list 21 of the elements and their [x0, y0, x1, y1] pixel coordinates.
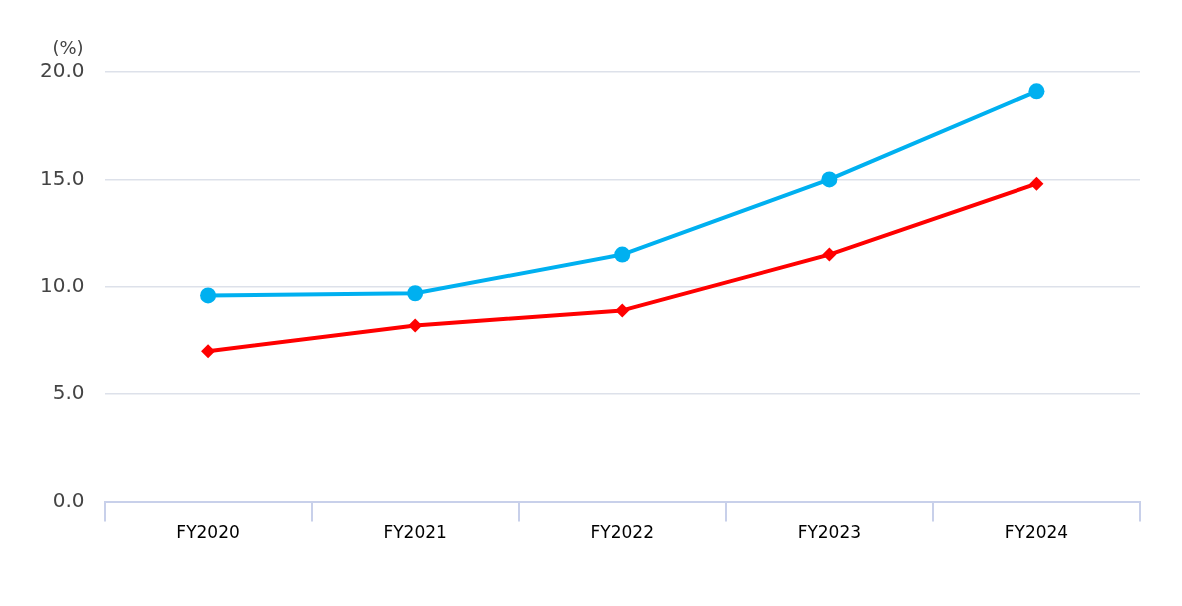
point	[200, 287, 217, 304]
point	[407, 285, 424, 302]
point	[614, 246, 631, 263]
y-tick-label: 10.0	[40, 273, 85, 297]
point	[1028, 83, 1045, 100]
y-tick-label: 20.0	[40, 58, 85, 83]
point	[1029, 176, 1044, 191]
point	[822, 247, 837, 262]
y-tick-label: 15.0	[40, 165, 85, 190]
y-axis-title: (%)	[52, 36, 84, 58]
x-tick-label: FY2020	[176, 522, 240, 543]
x-tick-label: FY2023	[797, 522, 862, 543]
x-tick-label: FY2022	[590, 522, 654, 543]
point	[201, 344, 216, 359]
x-tick-label: FY2021	[383, 522, 447, 543]
point	[615, 303, 630, 318]
y-tick-label: 5.0	[52, 380, 85, 405]
y-tick-label: 0.0	[52, 487, 85, 512]
x-tick-label: FY2024	[1004, 522, 1069, 543]
point	[408, 318, 423, 333]
point	[821, 171, 838, 188]
